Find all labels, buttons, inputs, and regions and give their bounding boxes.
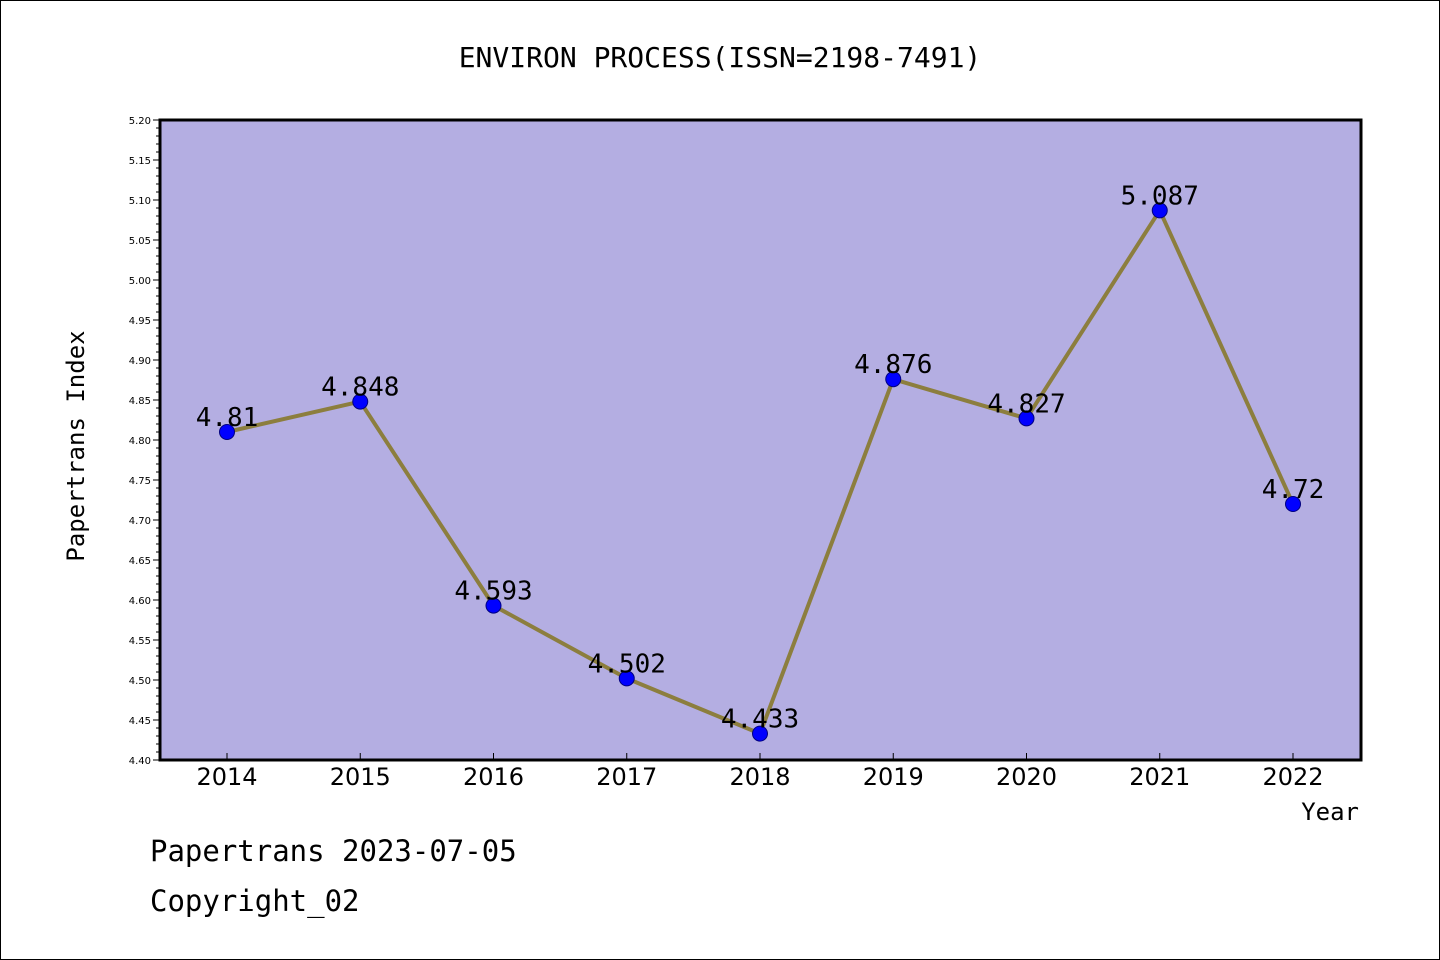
y-tick-label: 4.55 <box>129 636 151 647</box>
x-axis-title: Year <box>1301 798 1359 826</box>
data-point <box>219 424 235 440</box>
plot-area <box>158 118 1363 762</box>
data-label: 5.087 <box>1121 181 1199 211</box>
data-point <box>1151 202 1168 219</box>
data-point <box>1285 496 1301 512</box>
y-tick-label: 4.85 <box>129 396 151 407</box>
x-tick-label: 2022 <box>1262 763 1323 791</box>
footer-copyright: Copyright_02 <box>150 884 360 918</box>
y-tick-label: 4.90 <box>129 356 151 367</box>
data-point <box>1018 410 1035 427</box>
data-point <box>885 371 902 388</box>
y-tick-label: 4.50 <box>129 676 151 687</box>
data-label: 4.848 <box>321 373 399 403</box>
y-tick-label: 4.45 <box>129 716 151 727</box>
data-label: 4.72 <box>1262 475 1325 505</box>
y-tick-label: 4.70 <box>129 516 151 527</box>
x-tick-label: 2018 <box>729 763 790 791</box>
y-tick-label: 4.95 <box>129 316 151 327</box>
y-tick-label: 4.60 <box>129 596 151 607</box>
data-point <box>352 393 369 410</box>
data-labels: 4.81 4.848 4.593 4.502 4.433 4.876 4.827 5.087 4… <box>196 181 1325 734</box>
x-tick-label: 2021 <box>1129 763 1190 791</box>
data-points <box>219 202 1301 742</box>
y-tick-label: 5.10 <box>129 196 151 207</box>
data-point <box>618 670 635 687</box>
x-tick-label: 2019 <box>863 763 924 791</box>
chart-title: ENVIRON PROCESS(ISSN=2198-7491) <box>459 41 982 74</box>
x-axis: 2014 2015 2016 2017 2018 2019 2020 2021 2022 <box>196 753 1324 791</box>
x-tick-label: 2017 <box>596 763 657 791</box>
y-tick-label: 5.05 <box>129 236 151 247</box>
x-tick-label: 2014 <box>196 763 257 791</box>
data-label: 4.827 <box>987 389 1065 419</box>
x-tick-label: 2015 <box>330 763 391 791</box>
y-axis: 4.40 4.45 4.50 4.55 4.60 4.65 4.70 4.75 4.80 4.85… <box>129 116 160 767</box>
x-tick-label: 2020 <box>996 763 1057 791</box>
y-tick-label: 4.80 <box>129 436 151 447</box>
data-label: 4.502 <box>588 649 666 679</box>
data-label: 4.433 <box>721 705 799 735</box>
y-tick-label: 4.65 <box>129 556 151 567</box>
data-label: 4.81 <box>196 403 259 433</box>
data-label: 4.876 <box>854 350 932 380</box>
y-tick-label: 4.75 <box>129 476 151 487</box>
y-tick-label: 5.00 <box>129 276 151 287</box>
footer-date: Papertrans 2023-07-05 <box>150 834 517 868</box>
data-point <box>752 725 768 742</box>
y-tick-label: 5.20 <box>129 116 151 127</box>
y-axis-title: Papertrans Index <box>62 330 90 561</box>
y-tick-label: 5.15 <box>129 156 151 167</box>
x-tick-label: 2016 <box>463 763 524 791</box>
data-label: 4.593 <box>454 577 532 607</box>
data-point <box>485 597 502 614</box>
y-tick-label: 4.40 <box>129 756 151 767</box>
